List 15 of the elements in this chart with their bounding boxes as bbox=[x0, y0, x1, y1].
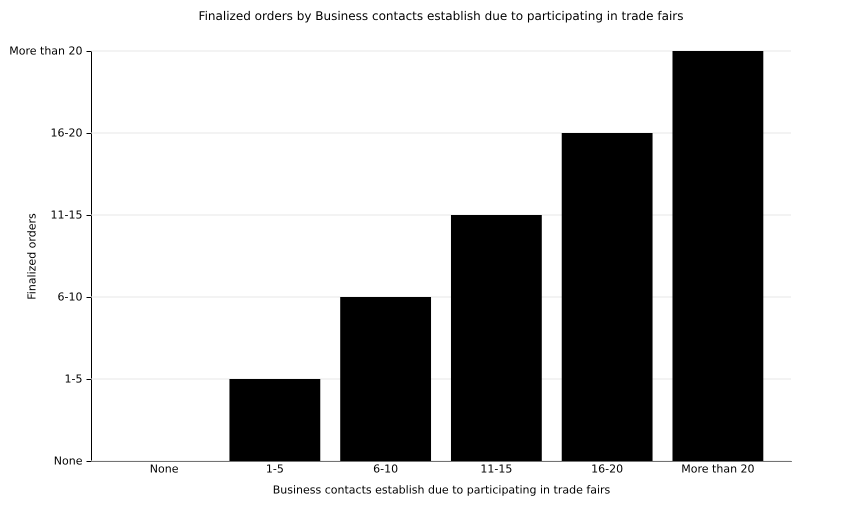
text: 16-20 bbox=[50, 126, 82, 140]
text: 6-10 bbox=[58, 290, 82, 304]
text: 11-15 bbox=[50, 208, 82, 222]
chart-title: Finalized orders by Business contacts establish due to participating in trade fairs bbox=[198, 9, 684, 23]
x-tick-label: More than 20 bbox=[681, 462, 755, 476]
text: 1-5 bbox=[64, 372, 82, 386]
x-tick-label: None bbox=[150, 462, 179, 476]
y-axis-title: Finalized orders bbox=[26, 212, 38, 300]
x-axis-title: Business contacts establish due to participating in trade fairs bbox=[272, 484, 611, 496]
x-tick-label: 1-5 bbox=[266, 462, 284, 476]
text: More than 20 bbox=[9, 44, 82, 58]
x-tick-label: 6-10 bbox=[373, 462, 398, 476]
x-tick-label: 11-15 bbox=[480, 462, 512, 476]
x-tick-label: 16-20 bbox=[591, 462, 624, 476]
text: None bbox=[54, 454, 83, 468]
